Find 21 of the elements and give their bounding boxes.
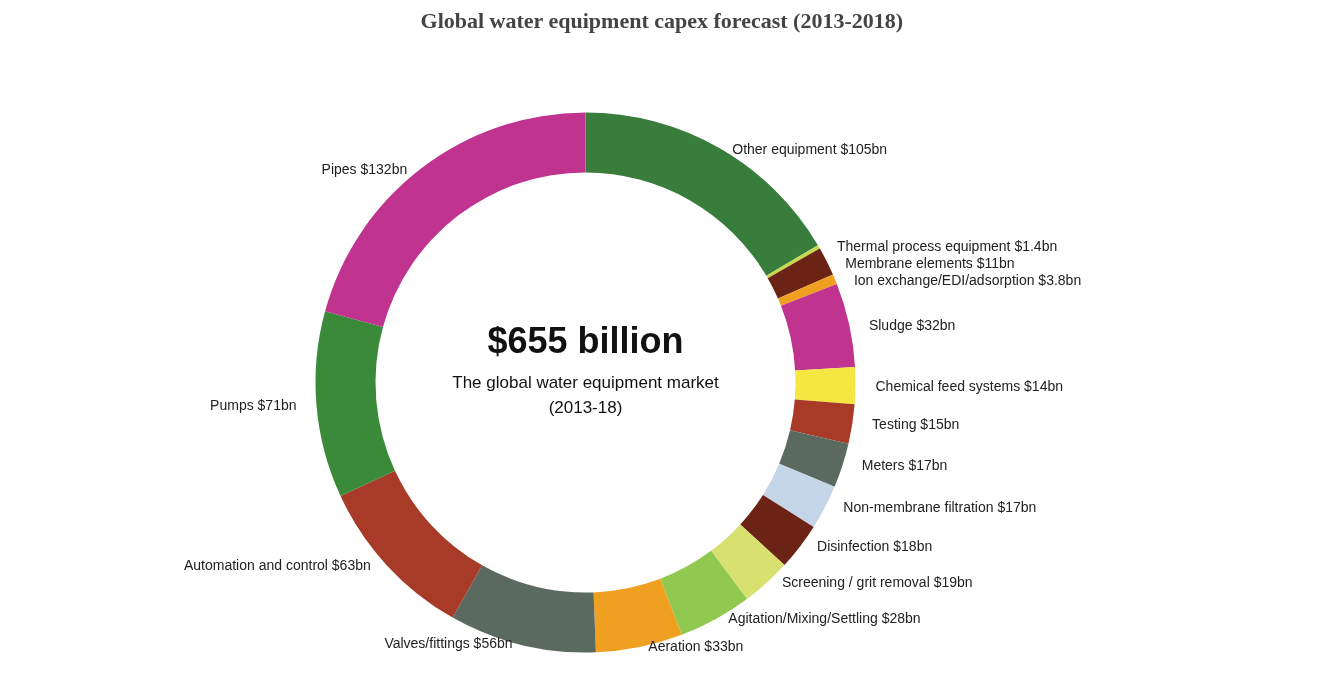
slice-label: Meters $17bn — [861, 457, 948, 474]
slice-label: Screening / grit removal $19bn — [781, 573, 973, 590]
slice-label: Pipes $132bn — [321, 161, 408, 178]
slice-label: Aeration $33bn — [648, 637, 744, 654]
slice-label: Thermal process equipment $1.4bn — [836, 238, 1058, 255]
text: The global water equipment market — [452, 373, 720, 393]
text: $655 billion — [487, 319, 684, 361]
chart-title: Global water equipment capex forecast (2013-2018) — [420, 7, 904, 33]
slice-label: Ion exchange/EDI/adsorption $3.8bn — [853, 272, 1082, 289]
slice-label: Disinfection $18bn — [817, 537, 933, 554]
slice-label: Automation and control $63bn — [183, 556, 371, 573]
slice-label: Membrane elements $11bn — [845, 255, 1015, 272]
slice-label: Chemical feed systems $14bn — [875, 377, 1064, 394]
slice-label: Pumps $71bn — [210, 396, 297, 413]
slice-label: Agitation/Mixing/Settling $28bn — [728, 609, 921, 626]
slice-label: Testing $15bn — [872, 415, 960, 432]
slice-label: Sludge $32bn — [868, 317, 956, 334]
slice-label: Other equipment $105bn — [732, 141, 888, 158]
slice-label: Non-membrane filtration $17bn — [843, 498, 1037, 515]
slice-label: Valves/fittings $56bn — [384, 635, 513, 652]
text: (2013-18) — [548, 397, 623, 417]
